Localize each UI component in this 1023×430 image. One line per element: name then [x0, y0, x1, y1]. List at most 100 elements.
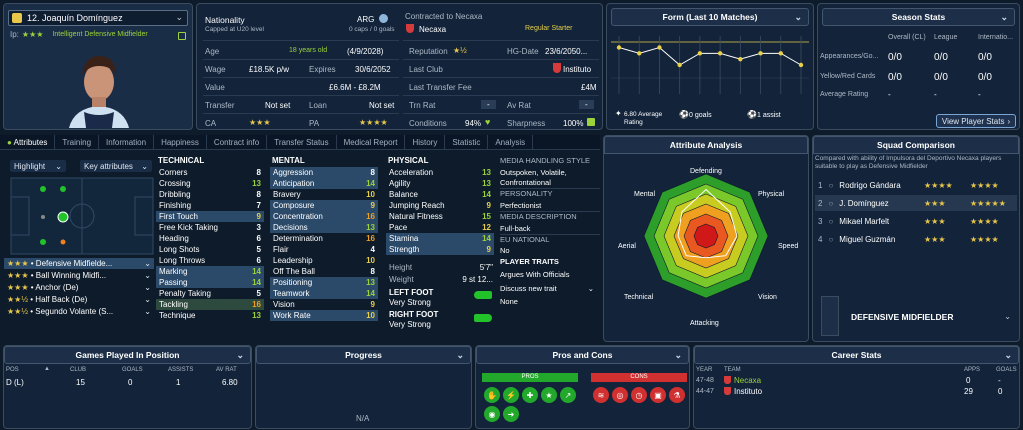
attribute-row[interactable]: Flair 4	[270, 244, 378, 255]
squad-player-row[interactable]: 1 ○ Rodrigo Gándara ★★★★ ★★★★	[815, 177, 1017, 193]
form-point[interactable]	[697, 51, 703, 56]
attribute-row[interactable]: First Touch 9	[156, 211, 264, 222]
attribute-row[interactable]: Corners 8	[156, 167, 264, 178]
role-item[interactable]: ★★★ • Ball Winning Midfi... ⌄	[7, 271, 151, 280]
attribute-row[interactable]: Technique 13	[156, 310, 264, 321]
photo-edit-icon[interactable]	[178, 32, 186, 40]
chevron-down-icon[interactable]: ⌄	[1004, 350, 1012, 360]
career-header[interactable]: Career Stats ⌄	[694, 346, 1019, 364]
form-point[interactable]	[778, 51, 783, 56]
pro-hand-icon[interactable]: ✋	[484, 387, 500, 403]
pro-run-icon[interactable]: ➜	[503, 406, 519, 422]
tab-transfer-status[interactable]: Transfer Status	[267, 134, 337, 150]
progress-header[interactable]: Progress ⌄	[256, 346, 471, 364]
role-item[interactable]: ★★★ • Anchor (De) ⌄	[7, 283, 151, 292]
role-item[interactable]: ★★½ • Segundo Volante (S... ⌄	[7, 307, 151, 316]
attribute-row[interactable]: Anticipation 14	[270, 178, 378, 189]
chevron-down-icon[interactable]: ⌄	[236, 350, 244, 360]
form-point[interactable]	[798, 62, 804, 68]
pros-cons-header[interactable]: Pros and Cons ⌄	[476, 346, 689, 364]
tab-information[interactable]: Information	[99, 134, 155, 150]
attribute-row[interactable]: Decisions 13	[270, 222, 378, 233]
attribute-row[interactable]: Dribbling 8	[156, 189, 264, 200]
tab-contract-info[interactable]: Contract info	[207, 134, 268, 150]
con-card-icon[interactable]: ▣	[650, 387, 666, 403]
tab-analysis[interactable]: Analysis	[488, 134, 534, 150]
squad-header[interactable]: Squad Comparison	[813, 136, 1019, 154]
attribute-row[interactable]: Concentration 16	[270, 211, 378, 222]
tab-statistic[interactable]: Statistic	[445, 134, 489, 150]
player-name-box[interactable]: 12. Joaquín Domínguez ⌄	[8, 10, 188, 26]
chevron-down-icon[interactable]: ⌄	[1000, 12, 1008, 22]
attribute-row[interactable]: Balance 14	[386, 189, 494, 200]
con-flask-icon[interactable]: ⚗	[669, 387, 685, 403]
attribute-row[interactable]: Long Throws 6	[156, 255, 264, 266]
attribute-row[interactable]: Work Rate 10	[270, 310, 378, 321]
form-point[interactable]	[738, 56, 743, 62]
attribute-row[interactable]: Determination 16	[270, 233, 378, 244]
career-team[interactable]: Necaxa	[734, 376, 762, 385]
form-point[interactable]	[717, 51, 723, 56]
attribute-row[interactable]: Acceleration 13	[386, 167, 494, 178]
attribute-row[interactable]: Vision 9	[270, 299, 378, 310]
con-target-icon[interactable]: ◎	[612, 387, 628, 403]
tab-happiness[interactable]: Happiness	[154, 134, 207, 150]
attribute-row[interactable]: Natural Fitness 15	[386, 211, 494, 222]
chevron-down-icon[interactable]: ⌄	[794, 12, 802, 22]
chevron-down-icon[interactable]: ⌄	[456, 350, 464, 360]
chevron-down-icon[interactable]: ⌄	[175, 12, 183, 22]
attribute-row[interactable]: Positioning 13	[270, 277, 378, 288]
role-item[interactable]: ★★½ • Half Back (De) ⌄	[7, 295, 151, 304]
attribute-row[interactable]: Leadership 10	[270, 255, 378, 266]
season-header[interactable]: Season Stats ⌄	[822, 8, 1015, 26]
attribute-row[interactable]: Bravery 10	[270, 189, 378, 200]
tab-attributes[interactable]: ● Attributes	[0, 134, 56, 150]
pro-trend-icon[interactable]: ↗	[560, 387, 576, 403]
last-club-value[interactable]: Instituto	[563, 65, 592, 74]
pro-tackle-icon[interactable]: ✚	[522, 387, 538, 403]
attribute-row[interactable]: Agility 13	[386, 178, 494, 189]
attribute-row[interactable]: Tackling 16	[156, 299, 264, 310]
attribute-row[interactable]: Strength 9	[386, 244, 494, 255]
attribute-row[interactable]: Long Shots 5	[156, 244, 264, 255]
attribute-row[interactable]: Penalty Taking 5	[156, 288, 264, 299]
chevron-down-icon[interactable]: ⌄	[1004, 312, 1011, 321]
attribute-row[interactable]: Teamwork 14	[270, 288, 378, 299]
pro-boot-icon[interactable]: ⚡	[503, 387, 519, 403]
attribute-row[interactable]: Stamina 14	[386, 233, 494, 244]
squad-player-row[interactable]: 2 ○ J. Domínguez ★★★ ★★★★★	[815, 195, 1017, 211]
form-point[interactable]	[758, 51, 763, 56]
pro-star-icon[interactable]: ★	[541, 387, 557, 403]
con-timer-icon[interactable]: ◷	[631, 387, 647, 403]
squad-player-row[interactable]: 4 ○ Miguel Guzmán ★★★ ★★★★	[815, 231, 1017, 247]
attribute-row[interactable]: Heading 6	[156, 233, 264, 244]
attribute-row[interactable]: Composure 9	[270, 200, 378, 211]
attribute-row[interactable]: Passing 14	[156, 277, 264, 288]
chevron-down-icon[interactable]: ⌄	[674, 350, 682, 360]
attribute-row[interactable]: Jumping Reach 9	[386, 200, 494, 211]
tab-history[interactable]: History	[405, 134, 446, 150]
form-point[interactable]	[616, 45, 622, 50]
highlight-dropdown[interactable]: Highlight ⌄	[10, 160, 66, 172]
discuss-trait-dropdown[interactable]: Discuss new trait ⌄	[500, 284, 594, 293]
attribute-row[interactable]: Finishing 7	[156, 200, 264, 211]
attribute-row[interactable]: Pace 12	[386, 222, 494, 233]
squad-player-row[interactable]: 3 ○ Mikael Marfelt ★★★ ★★★★	[815, 213, 1017, 229]
career-team[interactable]: Instituto	[734, 387, 763, 396]
form-point[interactable]	[677, 62, 682, 68]
role-item[interactable]: ★★★ • Defensive Midfielde... ⌄	[4, 258, 154, 269]
attribute-row[interactable]: Off The Ball 8	[270, 266, 378, 277]
attribute-row[interactable]: Aggression 8	[270, 167, 378, 178]
games-header[interactable]: Games Played In Position ⌄	[4, 346, 251, 364]
analysis-header[interactable]: Attribute Analysis	[604, 136, 808, 154]
con-spring-icon[interactable]: ≋	[593, 387, 609, 403]
attribute-row[interactable]: Crossing 13	[156, 178, 264, 189]
attribute-row[interactable]: Marking 14	[156, 266, 264, 277]
tab-medical-report[interactable]: Medical Report	[337, 134, 406, 150]
view-player-stats-button[interactable]: View Player Stats ›	[936, 114, 1016, 128]
club-name[interactable]: Necaxa	[419, 25, 447, 34]
pro-brain-icon[interactable]: ◉	[484, 406, 500, 422]
form-point[interactable]	[637, 51, 642, 56]
form-point[interactable]	[657, 45, 662, 50]
key-attributes-dropdown[interactable]: Key attributes ⌄	[80, 160, 152, 172]
